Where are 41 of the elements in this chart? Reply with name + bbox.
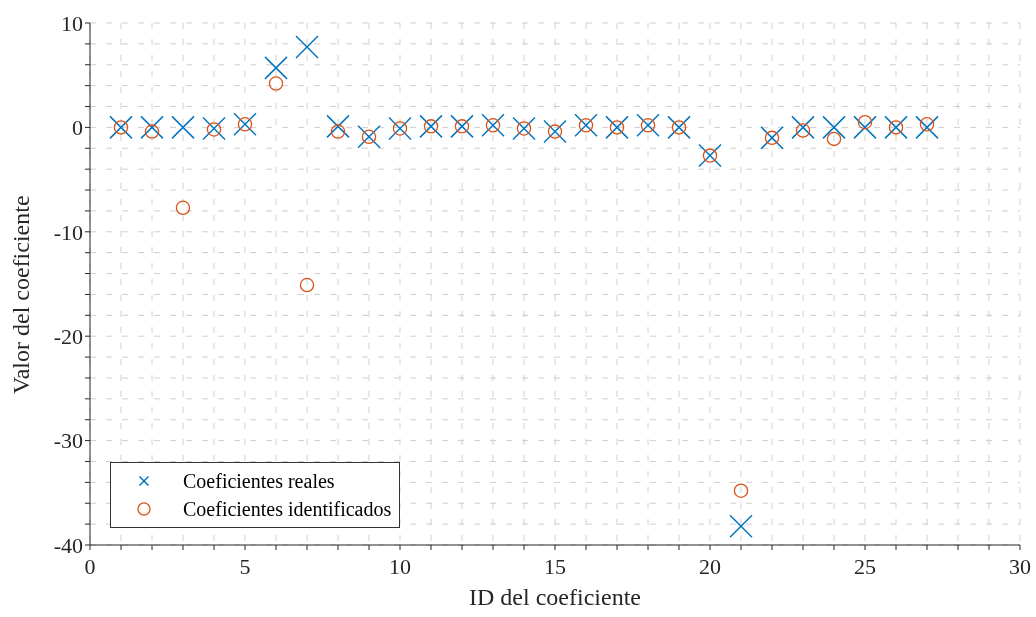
point <box>423 119 439 134</box>
point <box>578 118 594 133</box>
point <box>175 200 191 216</box>
y-tick-label: -20 <box>53 324 83 350</box>
point <box>206 122 222 137</box>
point <box>919 117 935 132</box>
point <box>826 131 842 147</box>
point <box>299 277 315 293</box>
point <box>640 118 656 133</box>
y-tick-label: 0 <box>72 115 83 141</box>
x-tick-label: 25 <box>854 553 876 579</box>
point <box>888 120 904 135</box>
legend-label: Coeficientes reales <box>183 469 335 493</box>
point <box>144 124 160 139</box>
x-tick-label: 10 <box>389 553 411 579</box>
y-axis-title: Valor del coeficiente <box>7 195 34 394</box>
y-tick-label: -30 <box>53 428 83 454</box>
y-tick-label: -40 <box>53 532 83 558</box>
point <box>392 121 408 136</box>
point <box>454 119 470 134</box>
point <box>733 483 749 498</box>
legend-label: Coeficientes identificados <box>183 497 392 521</box>
x-tick-label: 5 <box>239 553 251 579</box>
point <box>268 76 284 91</box>
point <box>702 148 718 163</box>
x-tick-label: 20 <box>699 553 721 579</box>
point <box>609 120 625 135</box>
point <box>516 121 532 136</box>
x-axis-title: ID del coeficiente <box>469 584 641 610</box>
x-tick-label: 30 <box>1009 553 1031 579</box>
y-tick-label: -10 <box>53 219 83 245</box>
y-tick-label: 10 <box>61 10 83 36</box>
x-tick-label: 15 <box>544 553 566 579</box>
point <box>795 123 811 138</box>
point <box>237 117 253 132</box>
point <box>113 120 129 135</box>
point <box>330 124 346 139</box>
point <box>547 124 563 139</box>
point <box>485 118 501 133</box>
point <box>671 120 687 135</box>
point <box>857 114 873 130</box>
